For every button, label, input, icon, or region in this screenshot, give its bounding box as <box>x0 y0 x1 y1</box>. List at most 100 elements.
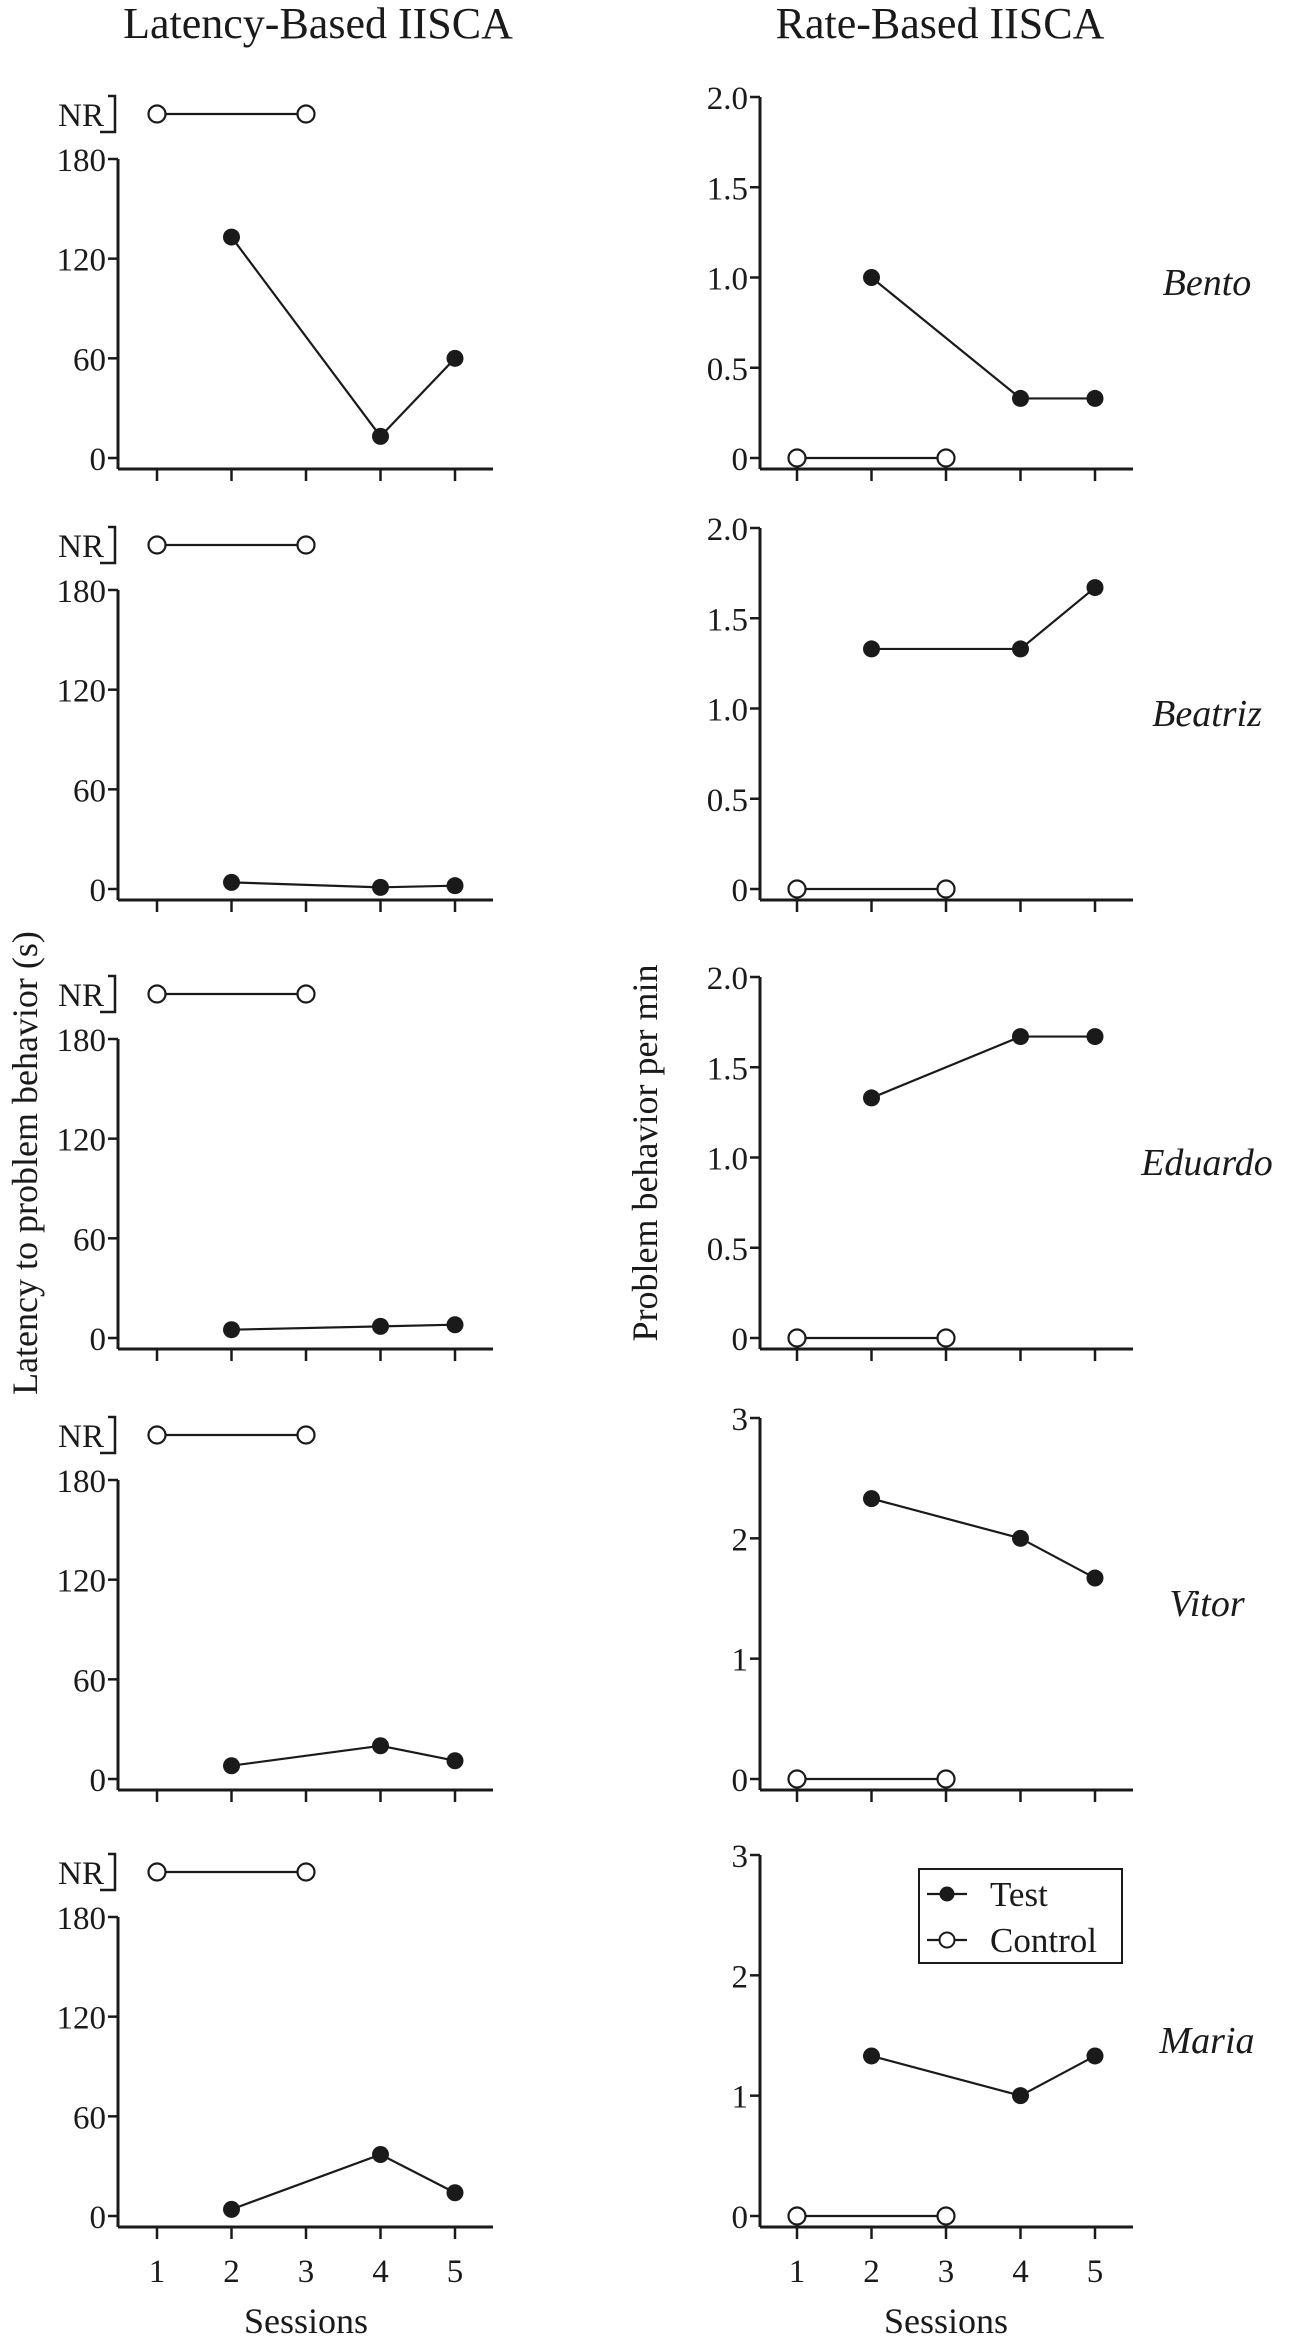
y-tick-label: 1.5 <box>707 602 748 638</box>
test-point <box>372 2146 389 2164</box>
y-tick-label: 2 <box>732 1522 749 1558</box>
y-tick-label: 0 <box>732 1322 749 1358</box>
control-point <box>787 448 807 468</box>
y-tick-label: 1.5 <box>707 171 748 207</box>
test-point <box>863 269 880 286</box>
test-point <box>223 873 240 891</box>
y-tick-label: 1.0 <box>707 1142 748 1178</box>
legend-control-label: Control <box>990 1921 1097 1960</box>
test-point <box>372 1317 389 1335</box>
control-point <box>787 1328 807 1348</box>
test-line <box>871 1035 1021 1099</box>
y-tick-label: 180 <box>57 1464 107 1500</box>
test-point <box>1086 579 1104 597</box>
test-line <box>871 2054 1021 2097</box>
test-point <box>863 1089 880 1107</box>
control-point <box>936 1328 956 1348</box>
test-line <box>230 236 382 438</box>
test-line <box>870 276 1022 400</box>
test-point <box>223 2200 240 2218</box>
test-point <box>223 1321 240 1339</box>
test-line <box>380 1323 456 1328</box>
control-point <box>296 104 316 124</box>
x-tick-label: 2 <box>863 2254 880 2290</box>
test-point <box>1012 2087 1029 2105</box>
nr-label: NR <box>58 1419 104 1455</box>
rate-panel-vitor: 0 1 2 3 Vitor <box>732 1402 1245 1802</box>
y-tick-label: 0 <box>732 1763 749 1799</box>
legend-control-marker <box>938 1931 956 1949</box>
test-point <box>446 2184 464 2202</box>
nr-bracket <box>100 94 117 134</box>
test-line <box>231 881 381 889</box>
x-tick-label: 1 <box>789 2254 806 2290</box>
control-point <box>147 535 167 555</box>
y-tick-label: 180 <box>57 574 107 610</box>
y-tick-label: 120 <box>57 1564 107 1600</box>
test-point <box>372 1737 389 1755</box>
y-tick-label: 0 <box>90 2200 107 2236</box>
y-tick-label: 1 <box>732 1643 749 1679</box>
test-line <box>231 2153 381 2211</box>
latency-panel-eduardo: 0 60 120 180 NR <box>57 974 493 1361</box>
test-line <box>380 884 456 889</box>
test-line <box>1019 2054 1096 2097</box>
test-point <box>223 1757 240 1775</box>
y-tick-label: 0.5 <box>707 1232 748 1268</box>
test-line <box>380 1744 456 1762</box>
right-y-axis-label: Problem behavior per min <box>625 965 665 1342</box>
test-line <box>1019 1537 1096 1580</box>
rate-panel-eduardo: 0 0.5 1.0 1.5 2.0 Eduardo <box>707 961 1273 1361</box>
control-point <box>147 1425 167 1445</box>
left-column-title: Latency-Based IISCA <box>123 0 513 48</box>
y-tick-label: 3 <box>732 1402 749 1438</box>
y-tick-label: 0 <box>732 873 749 909</box>
control-point <box>936 2206 956 2226</box>
legend-test-marker <box>939 1886 955 1902</box>
y-tick-label: 60 <box>73 2100 106 2136</box>
nr-bracket <box>100 1415 117 1455</box>
y-tick-label: 0.5 <box>707 352 748 388</box>
test-line <box>871 1497 1021 1540</box>
control-point <box>787 2206 807 2226</box>
y-tick-label: 120 <box>57 2001 107 2037</box>
rate-panel-maria: 0 1 2 3 1 2 3 4 5 Sessions Maria Test Control <box>732 1839 1255 2341</box>
control-point <box>296 535 316 555</box>
left-y-axis-label: Latency to problem behavior (s) <box>5 931 45 1395</box>
test-point <box>1086 1028 1104 1046</box>
y-tick-label: 60 <box>73 1222 106 1258</box>
y-tick-label: 0 <box>90 1763 107 1799</box>
y-tick-label: 180 <box>57 143 107 179</box>
x-tick-label: 5 <box>1087 2254 1104 2290</box>
test-point <box>863 1490 880 1508</box>
test-point <box>1012 640 1029 658</box>
y-tick-label: 0 <box>90 1322 107 1358</box>
test-point <box>1012 1028 1029 1046</box>
participant-name: Vitor <box>1169 1583 1245 1625</box>
test-point <box>1012 389 1029 407</box>
y-tick-label: 1.5 <box>707 1051 748 1087</box>
x-axis-label: Sessions <box>244 2301 368 2341</box>
test-point <box>372 427 389 445</box>
test-line <box>231 1744 381 1767</box>
rate-panel-beatriz: 0 0.5 1.0 1.5 2.0 Beatriz <box>707 512 1262 912</box>
x-tick-label: 3 <box>938 2254 955 2290</box>
rate-panel-bento: 0 0.5 1.0 1.5 2.0 Bento <box>707 81 1251 481</box>
y-tick-label: 60 <box>73 773 106 809</box>
x-tick-label: 5 <box>447 2254 464 2290</box>
test-point <box>1012 1529 1029 1547</box>
x-tick-label: 2 <box>223 2254 240 2290</box>
control-point <box>296 984 316 1004</box>
latency-panel-bento: 0 60 120 180 NR <box>57 94 493 481</box>
x-tick-label: 4 <box>372 2254 389 2290</box>
control-point <box>936 879 956 899</box>
test-point <box>446 349 464 367</box>
y-tick-label: 60 <box>73 1663 106 1699</box>
panels: 060120180NR00.51.01.52.0Bento060120180NR… <box>57 81 1273 2341</box>
participant-name: Eduardo <box>1140 1142 1273 1184</box>
nr-bracket <box>100 974 117 1014</box>
y-tick-label: 0.5 <box>707 783 748 819</box>
y-tick-label: 3 <box>732 1839 749 1875</box>
participant-name: Maria <box>1159 2020 1255 2062</box>
control-point <box>296 1425 316 1445</box>
